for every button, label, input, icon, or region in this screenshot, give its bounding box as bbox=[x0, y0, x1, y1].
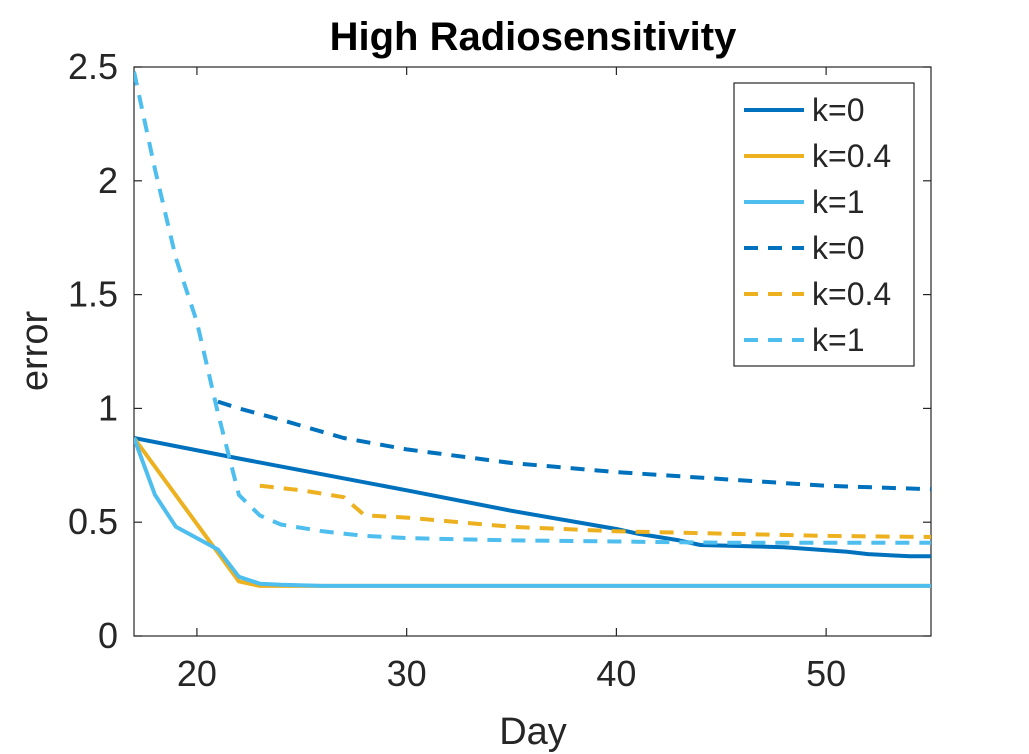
legend-label: k=1 bbox=[812, 184, 864, 220]
y-axis-label: error bbox=[14, 311, 56, 392]
y-tick-label: 2.5 bbox=[68, 46, 118, 87]
series-line-k-0-solid bbox=[134, 436, 931, 559]
x-tick-label: 20 bbox=[177, 653, 217, 694]
x-tick-label: 30 bbox=[387, 653, 427, 694]
y-tick-label: 1.5 bbox=[68, 274, 118, 315]
chart-title: High Radiosensitivity bbox=[330, 15, 737, 59]
x-tick-label: 50 bbox=[806, 653, 846, 694]
series-line-k-1-solid bbox=[134, 437, 931, 588]
legend-label: k=1 bbox=[812, 322, 864, 358]
legend-label: k=0 bbox=[812, 92, 864, 128]
legend-label: k=0.4 bbox=[812, 276, 891, 312]
y-tick-label: 0 bbox=[98, 615, 118, 656]
x-axis-label: Day bbox=[499, 711, 567, 753]
y-tick-label: 2 bbox=[98, 160, 118, 201]
x-tick-label: 40 bbox=[596, 653, 636, 694]
axis-ticks: 20 30 40 50 0 0.5 1 1.5 2 2.5 bbox=[68, 46, 931, 694]
legend-items: k=0 k=0.4 k=1 k=0 k=0.4 k=1 bbox=[744, 92, 891, 358]
legend-label: k=0.4 bbox=[812, 138, 891, 174]
legend-label: k=0 bbox=[812, 230, 864, 266]
legend-box bbox=[733, 82, 915, 367]
y-tick-label: 0.5 bbox=[68, 501, 118, 542]
series-lines bbox=[134, 71, 931, 588]
y-tick-label: 1 bbox=[98, 387, 118, 428]
series-line-k-1-dashed bbox=[134, 71, 931, 545]
legend: k=0 k=0.4 k=1 k=0 k=0.4 k=1 bbox=[733, 82, 915, 367]
series-line-k-0-dashed bbox=[217, 399, 931, 492]
